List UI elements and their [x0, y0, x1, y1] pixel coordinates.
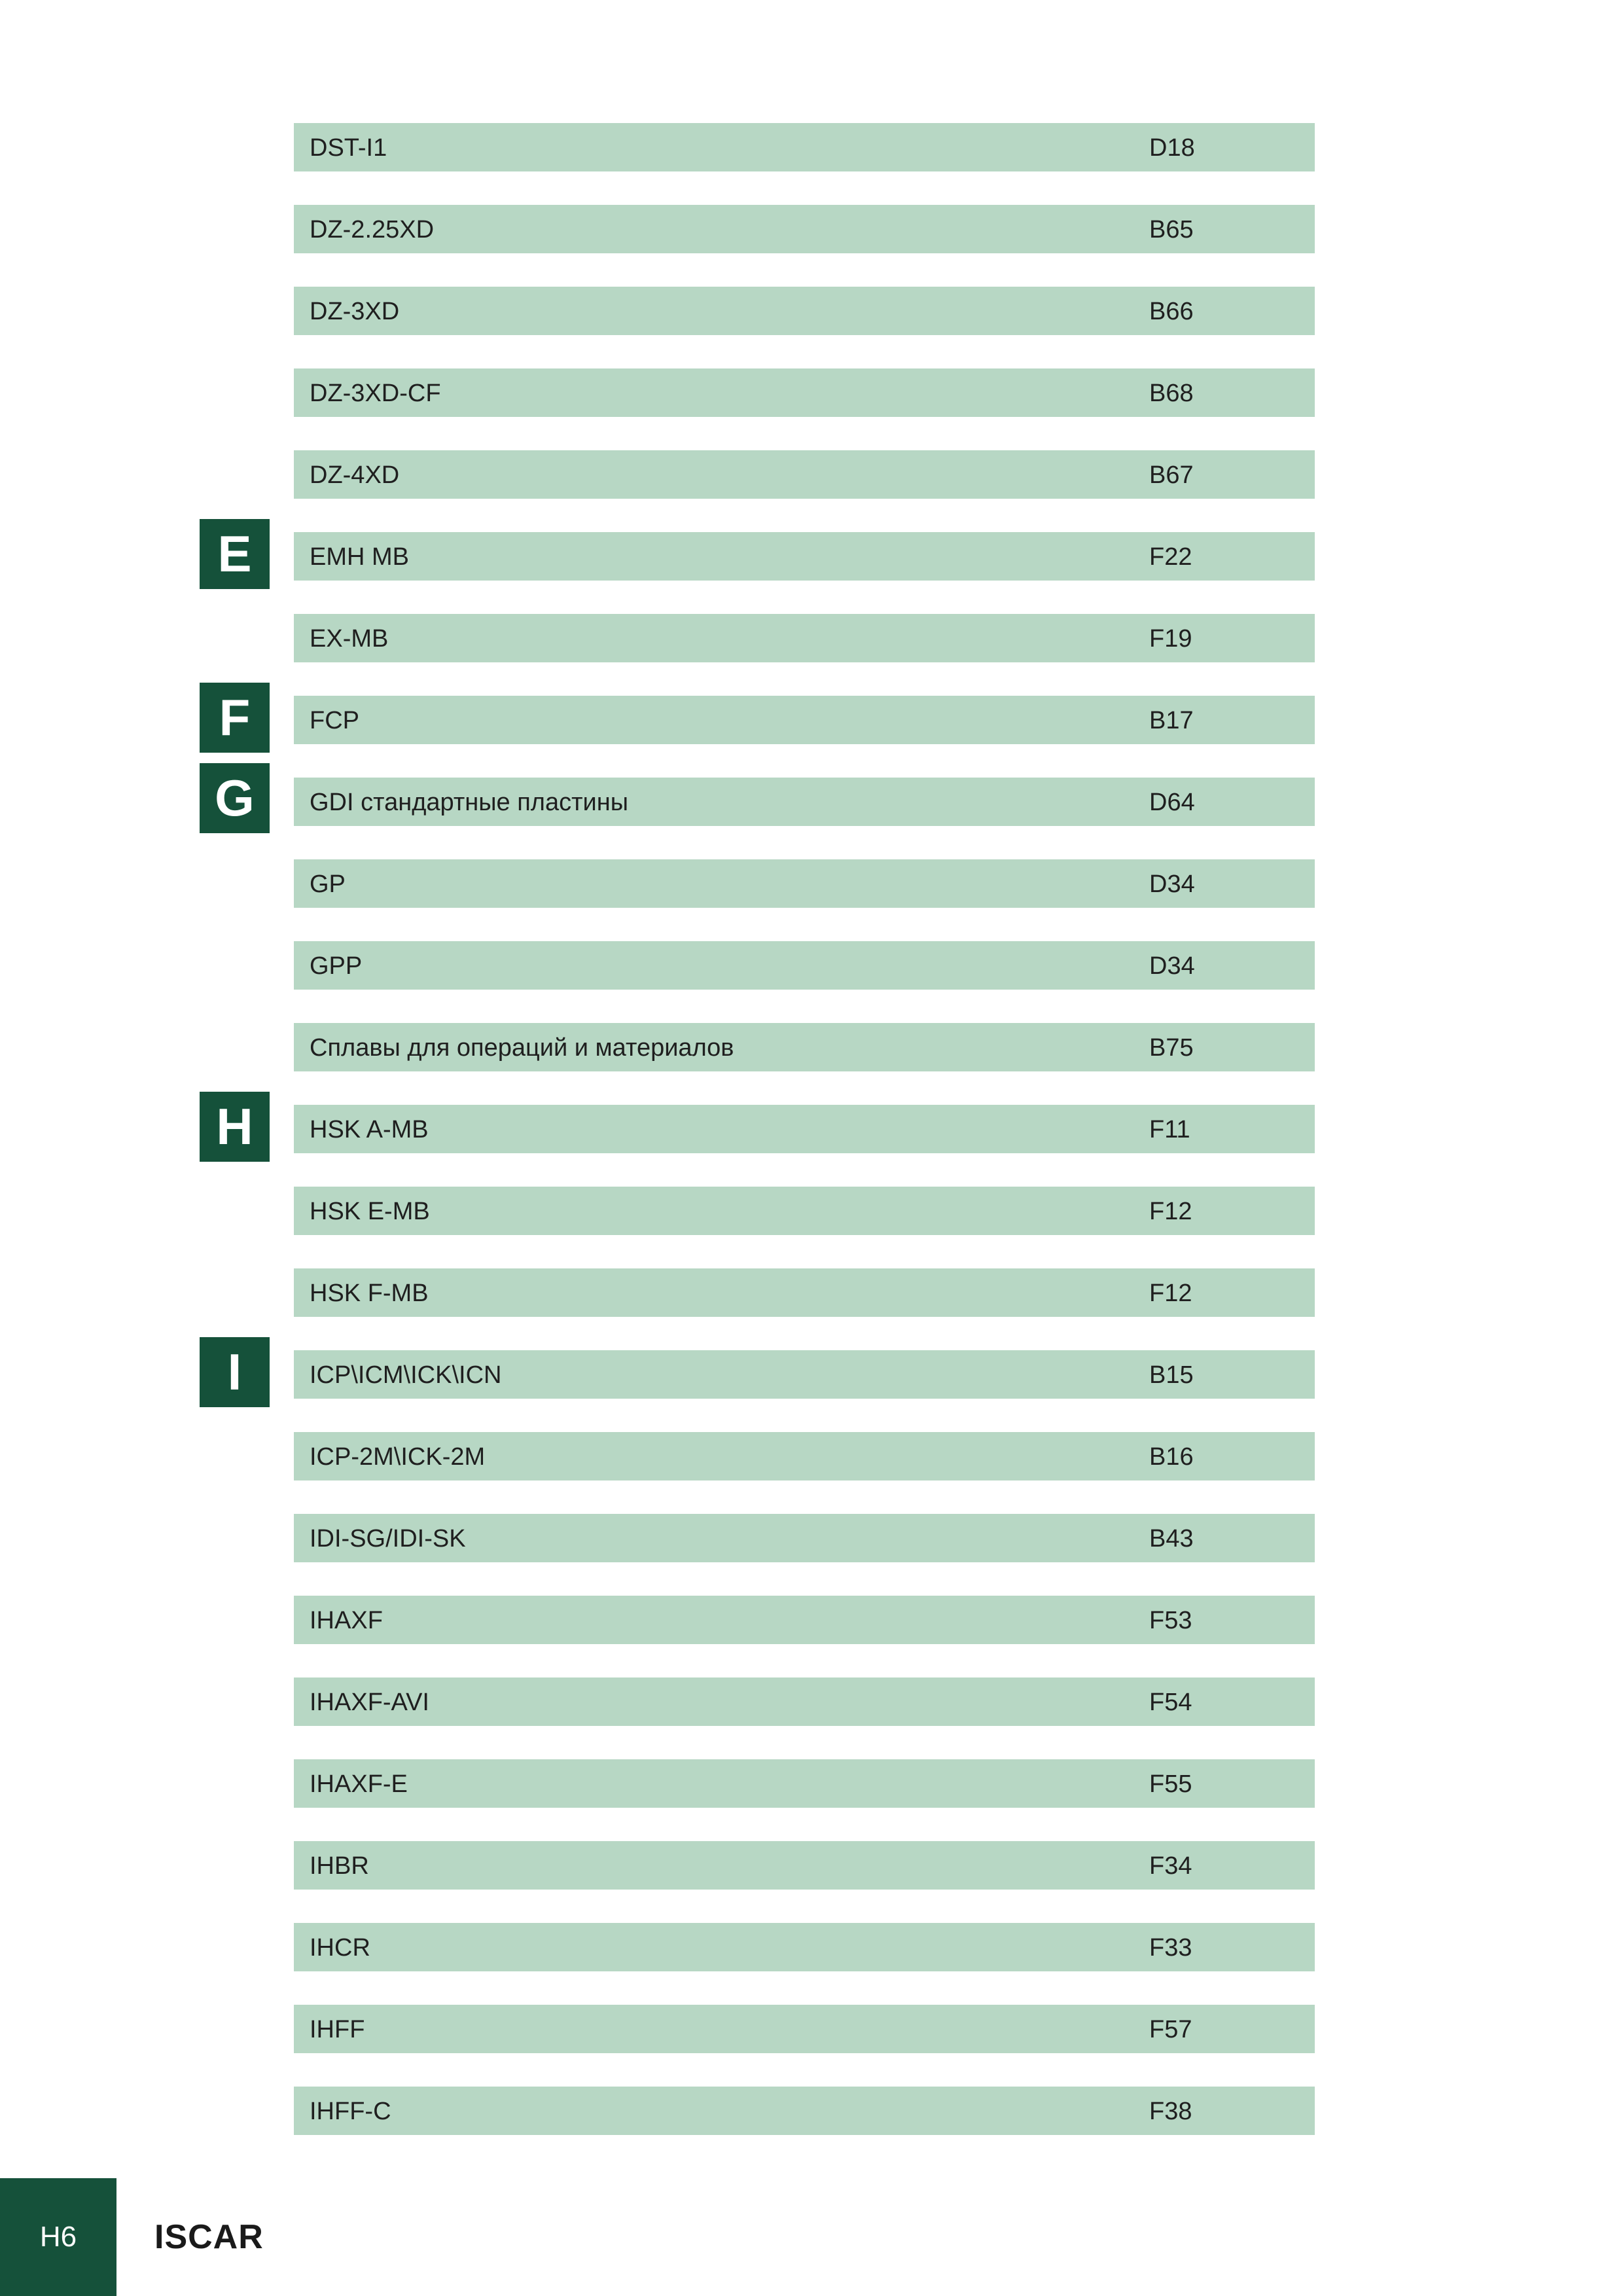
index-row: Сплавы для операций и материалов B75 — [294, 1023, 1315, 1071]
index-row: IHAXF-E F55 — [294, 1759, 1315, 1808]
index-entry-page: F12 — [1149, 1280, 1192, 1307]
index-entry-page: B66 — [1149, 298, 1194, 325]
index-entry-page: B67 — [1149, 461, 1194, 489]
index-entry-name: IHAXF-E — [310, 1770, 408, 1798]
index-row: GDI стандартные пластины D64 — [294, 778, 1315, 826]
index-entry-name: GDI стандартные пластины — [310, 789, 629, 816]
page-number: H6 — [39, 2221, 77, 2253]
index-entry-page: F33 — [1149, 1934, 1192, 1962]
index-entry-name: IDI-SG/IDI-SK — [310, 1525, 466, 1552]
index-entry-page: B16 — [1149, 1443, 1194, 1471]
index-entry-name: DZ-3XD — [310, 298, 400, 325]
index-entry-name: IHAXF-AVI — [310, 1689, 429, 1716]
index-entry-name: GPP — [310, 952, 363, 980]
index-entry-page: F11 — [1149, 1116, 1190, 1143]
index-entry-page: B43 — [1149, 1525, 1194, 1552]
index-entry-name: Сплавы для операций и материалов — [310, 1034, 734, 1062]
index-row: HSK E-MB F12 — [294, 1187, 1315, 1235]
index-row: EX-MB F19 — [294, 614, 1315, 662]
index-entry-page: B15 — [1149, 1361, 1194, 1389]
index-entry-page: F53 — [1149, 1607, 1192, 1634]
section-letter-e: E — [200, 519, 270, 589]
index-entry-page: F34 — [1149, 1852, 1192, 1880]
index-entry-name: HSK E-MB — [310, 1198, 430, 1225]
index-entry-page: D34 — [1149, 952, 1195, 980]
index-entry-page: D18 — [1149, 134, 1195, 162]
index-entry-name: IHFF-C — [310, 2098, 391, 2125]
index-row: IHFF-C F38 — [294, 2087, 1315, 2135]
brand-logo-text: ISCAR — [154, 2218, 264, 2256]
section-letter-g: G — [200, 763, 270, 833]
index-entry-name: DZ-4XD — [310, 461, 400, 489]
index-entry-page: B75 — [1149, 1034, 1194, 1062]
index-entry-page: D34 — [1149, 870, 1195, 898]
index-entry-page: F38 — [1149, 2098, 1192, 2125]
index-row: DST-I1 D18 — [294, 123, 1315, 171]
index-entry-name: IHCR — [310, 1934, 370, 1962]
index-entry-page: D64 — [1149, 789, 1195, 816]
index-list: DST-I1 D18 DZ-2.25XD B65 DZ-3XD B66 DZ-3… — [200, 123, 1315, 2135]
index-row: DZ-2.25XD B65 — [294, 205, 1315, 253]
index-row: IHFF F57 — [294, 2005, 1315, 2053]
index-entry-page: F22 — [1149, 543, 1192, 571]
index-entry-name: EX-MB — [310, 625, 389, 653]
index-row: IHCR F33 — [294, 1923, 1315, 1971]
index-entry-page: B68 — [1149, 380, 1194, 407]
index-entry-name: ICP-2M\ICK-2M — [310, 1443, 486, 1471]
section-letter-i: I — [200, 1337, 270, 1407]
index-entry-name: ICP\ICM\ICK\ICN — [310, 1361, 502, 1389]
index-entry-name: IHBR — [310, 1852, 369, 1880]
index-row: GP D34 — [294, 859, 1315, 908]
index-row: ICP\ICM\ICK\ICN B15 — [294, 1350, 1315, 1399]
section-letter-h: H — [200, 1092, 270, 1162]
index-entry-name: DST-I1 — [310, 134, 387, 162]
index-row: FCP B17 — [294, 696, 1315, 744]
index-row: IHBR F34 — [294, 1841, 1315, 1890]
section-letter-f: F — [200, 683, 270, 753]
index-row: ICP-2M\ICK-2M B16 — [294, 1432, 1315, 1480]
index-entry-page: B17 — [1149, 707, 1194, 734]
index-entry-name: GP — [310, 870, 346, 898]
index-row: EMH MB F22 — [294, 532, 1315, 581]
index-entry-page: B65 — [1149, 216, 1194, 243]
index-row: GPP D34 — [294, 941, 1315, 990]
index-entry-name: EMH MB — [310, 543, 409, 571]
index-entry-name: HSK F-MB — [310, 1280, 429, 1307]
index-entry-page: F54 — [1149, 1689, 1192, 1716]
index-row: HSK A-MB F11 — [294, 1105, 1315, 1153]
index-entry-name: IHFF — [310, 2016, 365, 2043]
index-row: DZ-3XD-CF B68 — [294, 368, 1315, 417]
index-entry-name: HSK A-MB — [310, 1116, 429, 1143]
index-entry-page: F55 — [1149, 1770, 1192, 1798]
index-entry-name: DZ-2.25XD — [310, 216, 435, 243]
index-entry-page: F12 — [1149, 1198, 1192, 1225]
index-row: IDI-SG/IDI-SK B43 — [294, 1514, 1315, 1562]
index-entry-name: IHAXF — [310, 1607, 383, 1634]
index-row: HSK F-MB F12 — [294, 1268, 1315, 1317]
index-row: IHAXF F53 — [294, 1596, 1315, 1644]
index-entry-name: FCP — [310, 707, 359, 734]
index-entry-name: DZ-3XD-CF — [310, 380, 441, 407]
index-row: IHAXF-AVI F54 — [294, 1677, 1315, 1726]
index-entry-page: F19 — [1149, 625, 1192, 653]
page-number-tab: H6 — [0, 2178, 116, 2296]
index-row: DZ-4XD B67 — [294, 450, 1315, 499]
index-row: DZ-3XD B66 — [294, 287, 1315, 335]
index-entry-page: F57 — [1149, 2016, 1192, 2043]
